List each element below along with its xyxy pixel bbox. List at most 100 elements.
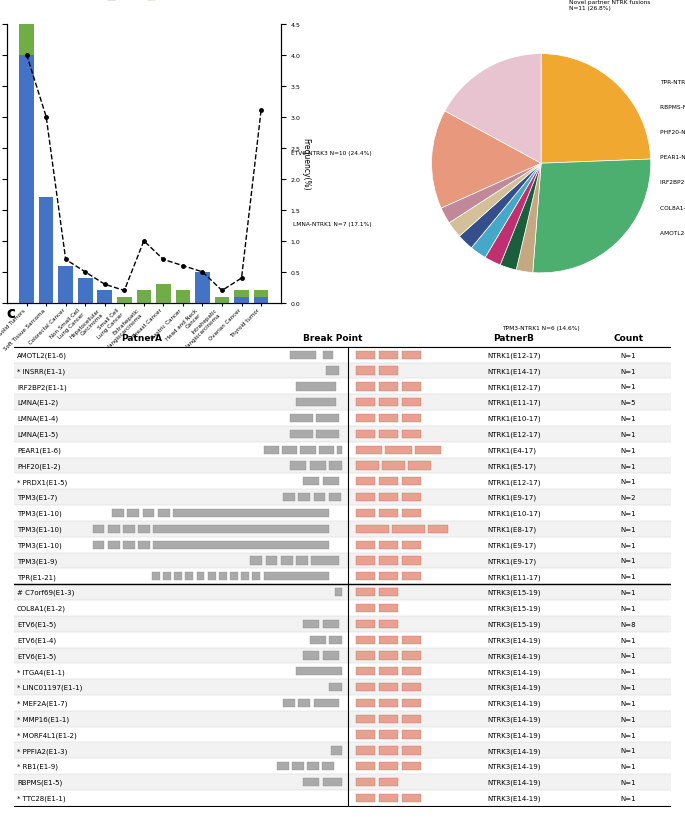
Text: N=8: N=8	[621, 621, 636, 627]
Bar	[92, 541, 104, 549]
Bar	[14, 774, 671, 790]
Bar	[323, 778, 342, 786]
Bar	[266, 557, 277, 565]
Text: N=1: N=1	[621, 447, 636, 453]
Bar	[323, 477, 339, 486]
Bar	[127, 509, 139, 518]
Bar	[314, 699, 339, 707]
Wedge shape	[471, 164, 541, 258]
Text: NTRK3(E15-19): NTRK3(E15-19)	[487, 605, 540, 612]
Bar	[401, 477, 421, 486]
Bar	[356, 604, 375, 613]
Bar	[303, 652, 319, 660]
Bar	[401, 430, 421, 438]
Text: ETV6(E1-5): ETV6(E1-5)	[17, 653, 56, 659]
Text: IRF2BP2(E1-1): IRF2BP2(E1-1)	[17, 383, 66, 390]
Bar	[356, 462, 379, 470]
Text: * RB1(E1-9): * RB1(E1-9)	[17, 763, 58, 770]
Bar	[356, 699, 375, 707]
Bar	[19, 56, 34, 304]
Text: NTRK1(E11-17): NTRK1(E11-17)	[487, 400, 540, 406]
Bar	[307, 762, 319, 771]
Bar	[379, 541, 399, 549]
Text: Break Point: Break Point	[303, 334, 362, 343]
Text: NTRK1(E12-17): NTRK1(E12-17)	[487, 352, 540, 359]
Text: NTRK1(E9-17): NTRK1(E9-17)	[487, 558, 536, 564]
Text: TPM3-NTRK1 N=6 (14.6%): TPM3-NTRK1 N=6 (14.6%)	[502, 326, 580, 331]
Bar	[356, 715, 375, 723]
Text: LMNA-NTRK1 N=7 (17.1%): LMNA-NTRK1 N=7 (17.1%)	[292, 222, 371, 227]
Bar	[14, 458, 671, 474]
Wedge shape	[500, 164, 541, 270]
Bar	[401, 636, 421, 644]
Bar	[316, 414, 339, 423]
Text: * MORF4L1(E1-2): * MORF4L1(E1-2)	[17, 731, 77, 738]
Bar	[138, 525, 150, 533]
Bar	[158, 509, 170, 518]
Bar	[356, 620, 375, 628]
Bar	[356, 762, 375, 771]
Bar	[401, 715, 421, 723]
Bar	[329, 636, 342, 644]
Bar	[356, 794, 375, 802]
Bar	[39, 198, 53, 304]
Bar	[379, 699, 399, 707]
Text: NTRK1(E8-17): NTRK1(E8-17)	[487, 526, 536, 532]
Bar	[14, 616, 671, 632]
Text: N=2: N=2	[621, 495, 636, 500]
Bar	[163, 572, 171, 581]
Text: N=1: N=1	[621, 700, 636, 706]
Text: LMNA(E1-5): LMNA(E1-5)	[17, 431, 58, 437]
Text: N=1: N=1	[621, 463, 636, 469]
Bar	[123, 525, 135, 533]
Bar	[14, 585, 671, 600]
Bar	[208, 572, 216, 581]
Legend: NTRK1, NTRK3: NTRK1, NTRK3	[104, 0, 184, 3]
Bar	[323, 351, 333, 360]
Text: TPM3(E1-9): TPM3(E1-9)	[17, 558, 58, 564]
Bar	[108, 541, 120, 549]
Text: N=1: N=1	[621, 684, 636, 690]
Bar	[58, 266, 73, 304]
Bar	[153, 541, 329, 549]
Text: NTRK3(E14-19): NTRK3(E14-19)	[487, 684, 540, 690]
Bar	[14, 521, 671, 537]
Text: PHF20(E1-2): PHF20(E1-2)	[17, 463, 60, 469]
Bar	[331, 746, 342, 754]
Bar	[14, 442, 671, 458]
Text: * TTC28(E1-1): * TTC28(E1-1)	[17, 794, 66, 801]
Bar	[290, 414, 313, 423]
Bar	[356, 430, 375, 438]
Bar	[14, 648, 671, 663]
Bar	[329, 462, 342, 470]
Bar	[379, 477, 399, 486]
Bar	[138, 541, 150, 549]
Bar	[284, 699, 295, 707]
Bar	[401, 382, 421, 391]
Text: N=1: N=1	[621, 510, 636, 517]
Bar	[356, 652, 375, 660]
Bar	[356, 446, 382, 455]
Bar	[303, 778, 319, 786]
Bar	[310, 462, 326, 470]
Bar	[277, 762, 288, 771]
Bar	[282, 446, 297, 455]
Bar	[356, 572, 375, 581]
Text: TPM3(E1-10): TPM3(E1-10)	[17, 541, 62, 548]
Text: AMOTL2(E1-6): AMOTL2(E1-6)	[17, 352, 67, 359]
Text: NTRK1(E12-17): NTRK1(E12-17)	[487, 383, 540, 390]
Bar	[329, 494, 340, 502]
Bar	[14, 395, 671, 410]
Text: RBPMS-NTRK3 N=1 (2.4%): RBPMS-NTRK3 N=1 (2.4%)	[660, 105, 685, 110]
Bar	[401, 667, 421, 676]
Bar	[303, 620, 319, 628]
Bar	[153, 525, 329, 533]
Text: N=1: N=1	[621, 368, 636, 374]
Text: NTRK3(E14-19): NTRK3(E14-19)	[487, 747, 540, 753]
Text: Count: Count	[614, 334, 644, 343]
Wedge shape	[449, 164, 541, 237]
Bar	[379, 430, 399, 438]
Text: * INSRR(E1-1): * INSRR(E1-1)	[17, 368, 65, 374]
Bar	[117, 297, 132, 304]
Bar	[251, 557, 262, 565]
